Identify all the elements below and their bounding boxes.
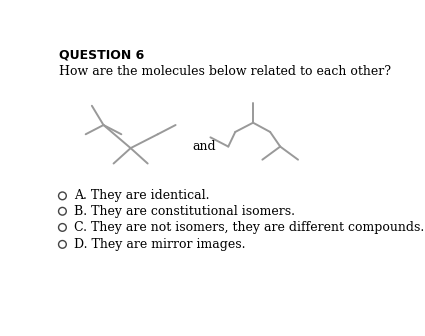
Text: A. They are identical.: A. They are identical.: [74, 190, 210, 202]
Text: C. They are not isomers, they are different compounds.: C. They are not isomers, they are differ…: [74, 221, 424, 234]
Text: QUESTION 6: QUESTION 6: [59, 48, 144, 61]
Text: How are the molecules below related to each other?: How are the molecules below related to e…: [59, 65, 391, 78]
Text: and: and: [193, 140, 216, 153]
Text: B. They are constitutional isomers.: B. They are constitutional isomers.: [74, 205, 295, 218]
Text: D. They are mirror images.: D. They are mirror images.: [74, 238, 246, 251]
